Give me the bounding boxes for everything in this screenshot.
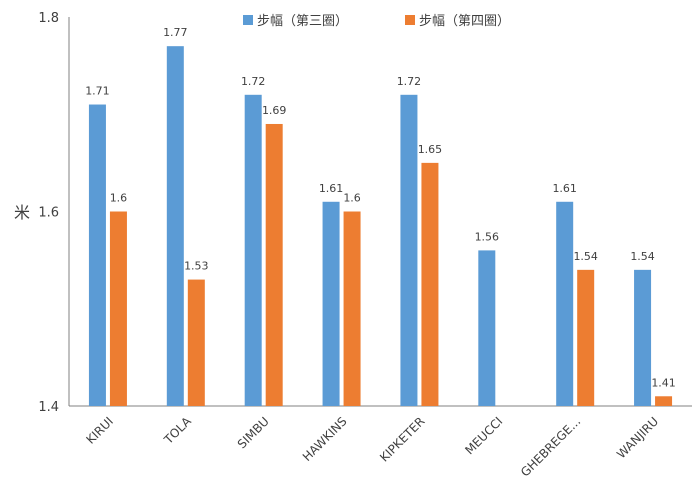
legend-swatch xyxy=(405,15,415,25)
data-label: 1.71 xyxy=(85,85,110,98)
bar-series-2 xyxy=(655,396,673,406)
y-tick-label: 1.6 xyxy=(38,206,59,221)
data-label: 1.6 xyxy=(343,192,361,205)
y-axis-title: 米 xyxy=(14,203,30,222)
legend-label: 步幅（第三圈） xyxy=(257,14,348,29)
data-label: 1.61 xyxy=(319,182,344,195)
bar-series-1 xyxy=(400,94,418,407)
bars xyxy=(88,46,673,407)
data-label: 1.65 xyxy=(418,143,443,156)
data-label: 1.72 xyxy=(241,75,266,88)
bar-series-2 xyxy=(187,279,205,406)
bar-series-1 xyxy=(322,201,340,406)
data-label: 1.54 xyxy=(573,250,598,263)
bar-series-2 xyxy=(343,211,361,406)
data-label: 1.41 xyxy=(651,376,676,389)
data-label: 1.61 xyxy=(552,182,577,195)
bar-series-1 xyxy=(556,201,574,406)
data-label: 1.69 xyxy=(262,104,287,117)
bar-series-1 xyxy=(88,104,106,407)
data-label: 1.77 xyxy=(163,26,188,39)
data-label: 1.72 xyxy=(397,75,422,88)
bar-series-1 xyxy=(166,46,184,407)
data-label: 1.54 xyxy=(630,250,655,263)
bar-series-2 xyxy=(109,211,127,406)
data-label: 1.53 xyxy=(184,260,209,273)
bar-series-1 xyxy=(244,94,262,407)
legend: 步幅（第三圈） 步幅（第四圈） xyxy=(243,14,510,29)
bar-series-2 xyxy=(265,123,283,406)
data-labels: 1.711.61.771.531.721.691.611.61.721.651.… xyxy=(85,26,676,389)
bar-series-2 xyxy=(421,162,439,406)
bar-series-1 xyxy=(478,250,496,406)
bar-series-1 xyxy=(634,269,652,406)
data-label: 1.6 xyxy=(110,192,128,205)
legend-label: 步幅（第四圈） xyxy=(419,14,510,29)
legend-swatch xyxy=(243,15,253,25)
y-tick-label: 1.8 xyxy=(38,11,59,26)
y-tick-labels: 1.4 1.6 1.8 xyxy=(38,11,59,415)
y-tick-label: 1.4 xyxy=(38,400,59,415)
bar-series-2 xyxy=(577,269,595,406)
data-label: 1.56 xyxy=(475,230,500,243)
